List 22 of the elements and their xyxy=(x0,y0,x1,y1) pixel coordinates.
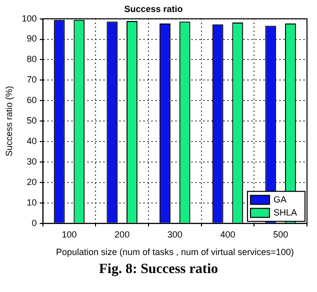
y-tick-label: 40 xyxy=(26,136,37,146)
legend-label: SHLA xyxy=(273,207,298,218)
y-tick-label: 0 xyxy=(32,218,37,228)
legend-label: GA xyxy=(273,194,287,204)
y-tick-label: 60 xyxy=(26,95,37,106)
x-tick-label: 400 xyxy=(220,229,236,240)
y-tick-label: 70 xyxy=(26,74,37,85)
x-tick-label: 500 xyxy=(273,229,288,240)
caption: Fig. 8: Success ratio xyxy=(98,262,219,278)
y-tick-label: 100 xyxy=(22,13,37,24)
x-axis-title: Population size (num of tasks , num of virtual services=100) xyxy=(56,247,294,258)
chart-title: Success ratio xyxy=(124,4,184,14)
y-tick-label: 30 xyxy=(26,156,37,167)
x-tick-label: 200 xyxy=(114,229,130,240)
y-tick-label: 50 xyxy=(26,116,37,126)
y-tick-label: 90 xyxy=(26,34,37,44)
y-tick-label: 80 xyxy=(26,54,37,64)
x-tick-label: 300 xyxy=(167,229,182,240)
y-tick-label: 10 xyxy=(26,197,37,208)
x-tick-label: 100 xyxy=(62,229,77,240)
y-axis-title: Success ratio (%) xyxy=(4,86,14,156)
y-tick-label: 20 xyxy=(26,176,37,187)
